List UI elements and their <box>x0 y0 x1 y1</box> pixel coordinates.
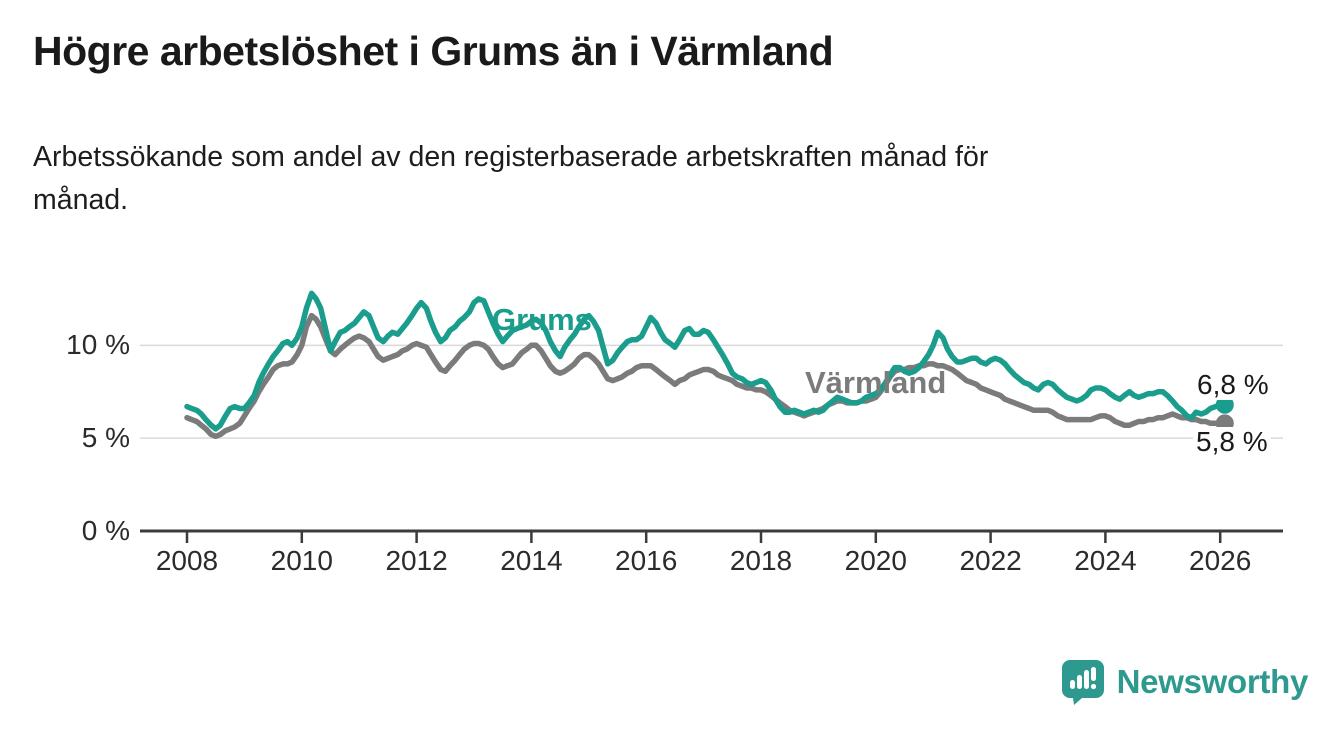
newsworthy-logo-icon <box>1061 660 1104 705</box>
x-axis-label: 2018 <box>729 545 793 576</box>
y-axis-label: 10 % <box>66 329 130 361</box>
brand-name: Newsworthy <box>1116 662 1309 700</box>
page-title: Högre arbetslöshet i Grums än i Värmland <box>33 28 834 74</box>
chart-subtitle: Arbetssökande som andel av den registerb… <box>33 136 988 222</box>
brand-footer: Newsworthy <box>1060 658 1308 705</box>
y-axis-label: 0 % <box>81 515 130 546</box>
end-value-label-grums: 6,8 % <box>1194 370 1272 400</box>
series-line-grums <box>184 290 1228 432</box>
chart-subtitle-line1: Arbetssökande som andel av den registerb… <box>33 141 989 173</box>
x-axis-label: 2020 <box>844 545 907 576</box>
series-line-värmland <box>184 312 1228 440</box>
x-axis-label: 2012 <box>385 545 448 576</box>
x-axis-label: 2022 <box>959 545 1022 576</box>
series-label-varmland: Värmland <box>805 365 947 400</box>
end-value-label-varmland: 5,8 % <box>1193 427 1271 457</box>
x-axis-label: 2008 <box>155 545 219 576</box>
x-axis-label: 2010 <box>270 545 333 576</box>
x-axis-label: 2024 <box>1074 545 1137 576</box>
x-axis-label: 2026 <box>1189 545 1252 576</box>
end-dot-grums <box>1215 395 1234 414</box>
x-axis-label: 2016 <box>615 545 678 576</box>
x-axis-label: 2014 <box>500 545 563 576</box>
y-axis-label: 5 % <box>81 422 130 454</box>
series-label-grums: Grums <box>492 302 592 337</box>
chart-subtitle-line2: månad. <box>33 184 129 216</box>
